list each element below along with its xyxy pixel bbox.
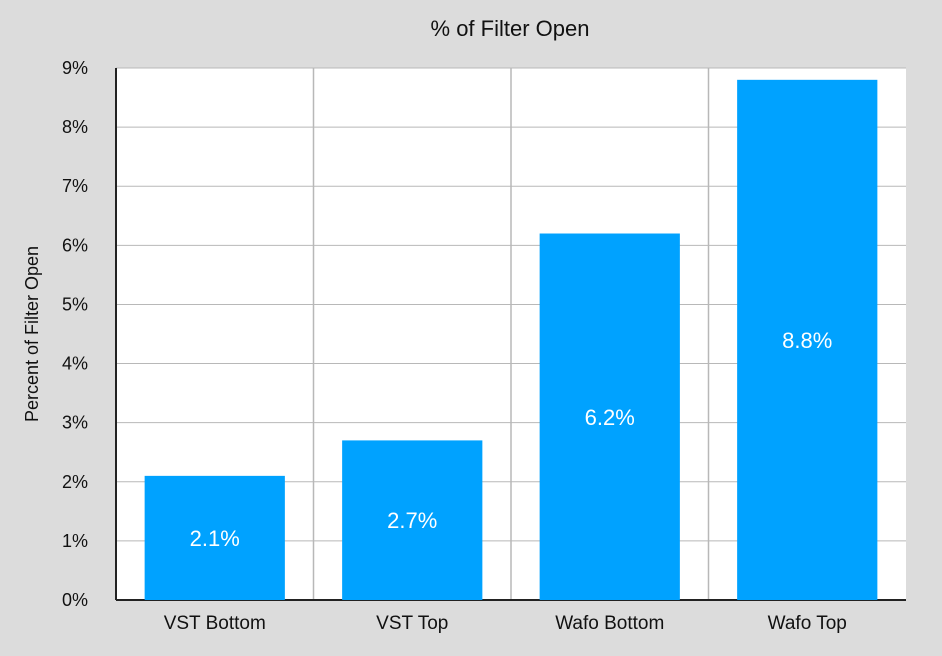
y-tick-label: 0% [62,590,88,610]
x-tick-label: Wafo Top [768,613,847,634]
bar-value-label: 6.2% [585,405,635,430]
y-tick-label: 3% [62,413,88,433]
bar [342,440,483,600]
x-tick-label: Wafo Bottom [555,613,664,634]
y-tick-label: 2% [62,472,88,492]
bar [737,79,878,601]
x-tick-label: VST Top [376,613,448,634]
bar-value-label: 2.1% [190,526,240,551]
bar [539,233,680,600]
y-tick-label: 7% [62,176,88,196]
y-tick-label: 6% [62,235,88,255]
bar [144,475,285,600]
y-axis-label: Percent of Filter Open [22,246,42,422]
x-tick-label: VST Bottom [164,613,266,634]
y-tick-label: 4% [62,354,88,374]
plot-area: 0% 1% 2% 3% 4% 5% 6% 7% 8% 9% 2.1% VST Bottom 2.7% VS… [62,58,906,634]
y-tick-label: 9% [62,58,88,78]
chart-title: % of Filter Open [431,16,590,41]
y-tick-label: 8% [62,117,88,137]
bar-value-label: 2.7% [387,508,437,533]
bar-value-label: 8.8% [782,328,832,353]
y-tick-label: 1% [62,531,88,551]
y-tick-label: 5% [62,294,88,314]
